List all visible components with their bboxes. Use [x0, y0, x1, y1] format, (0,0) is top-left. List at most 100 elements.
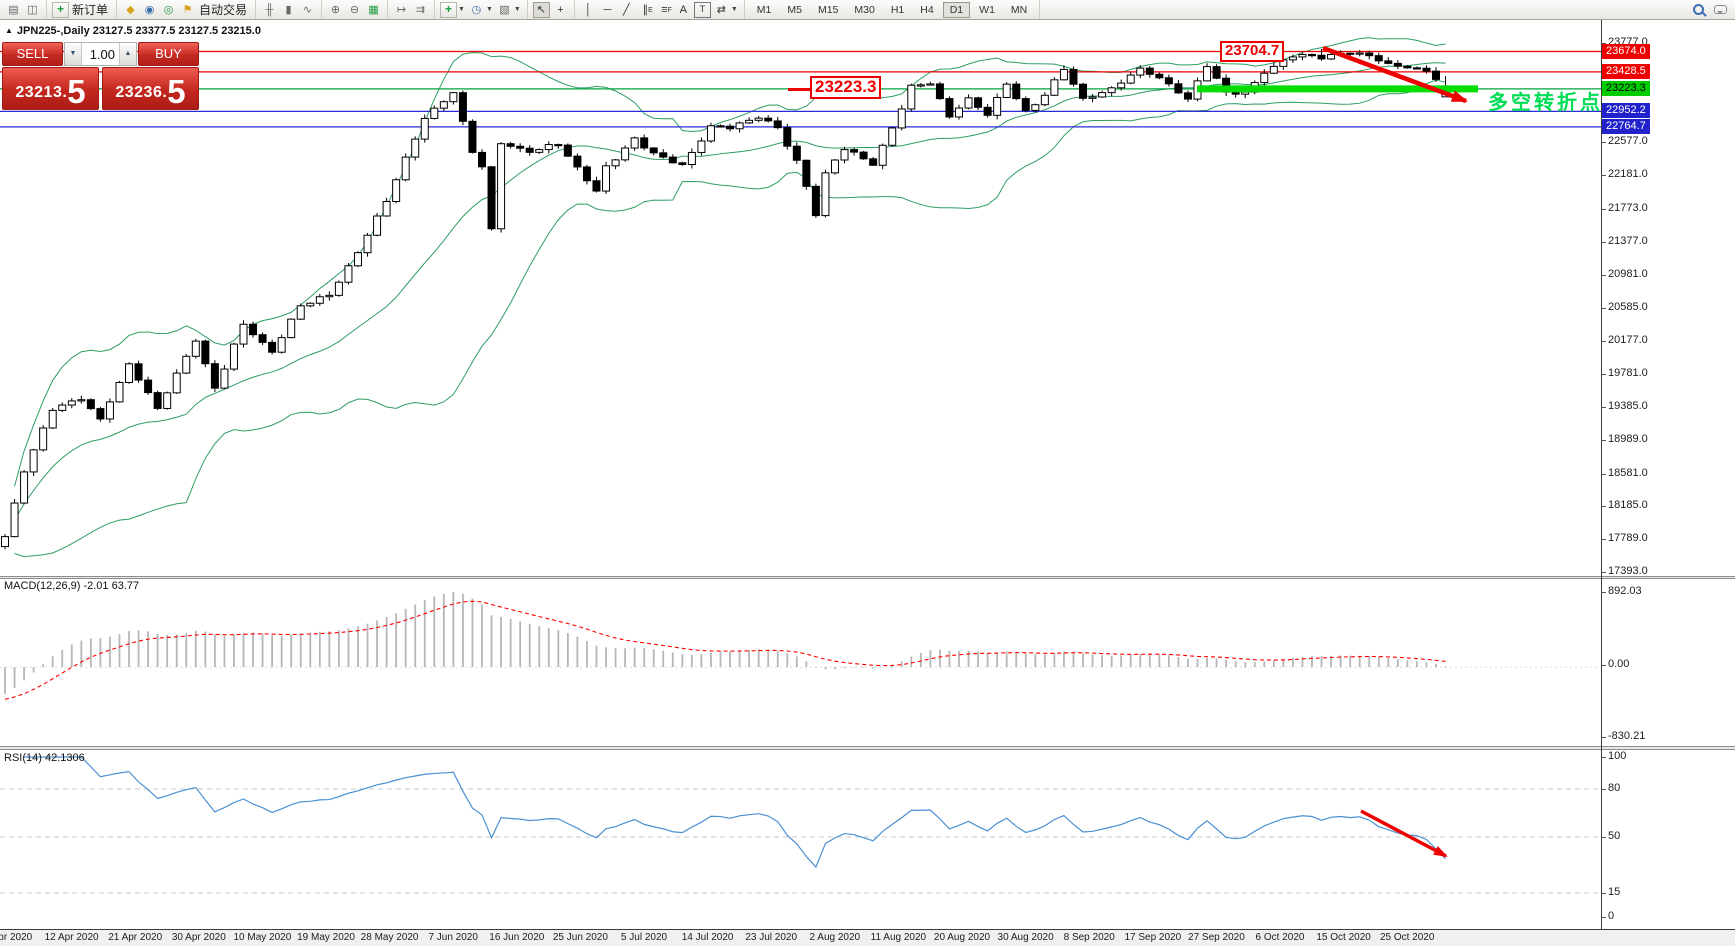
- date-label[interactable]: 19 May 2020: [297, 932, 355, 943]
- toolbar-group: ↦ ⇉: [388, 0, 436, 19]
- candlestick-chart-icon[interactable]: ▮: [285, 3, 292, 16]
- window-list-icon[interactable]: ▤: [8, 3, 19, 16]
- price-tick: 18185.0: [1602, 499, 1648, 512]
- rsi-axis-tick: 100: [1601, 750, 1627, 762]
- date-label[interactable]: 25 Jun 2020: [552, 932, 608, 943]
- timeframe-m5[interactable]: M5: [787, 3, 802, 16]
- market-watch-icon[interactable]: ◆: [126, 3, 135, 16]
- bar-chart-icon[interactable]: ╫: [265, 3, 274, 16]
- rsi-panel[interactable]: [0, 750, 1601, 929]
- panel-separator[interactable]: [0, 746, 1735, 750]
- level-price-annotation: 23223.3: [810, 76, 882, 99]
- volume-input[interactable]: ▼ 1.00 ▲: [64, 42, 137, 66]
- volume-increase-button[interactable]: ▲: [119, 43, 136, 65]
- date-label[interactable]: 30 Apr 2020: [171, 932, 226, 943]
- macd-panel[interactable]: [0, 579, 1601, 746]
- date-label[interactable]: 10 May 2020: [233, 932, 292, 943]
- new-order-icon[interactable]: +: [52, 1, 69, 18]
- main-chart-panel[interactable]: [0, 20, 1601, 576]
- cursor-icon[interactable]: ↖: [532, 1, 550, 18]
- date-label[interactable]: 15 Oct 2020: [1316, 932, 1371, 943]
- date-label[interactable]: 28 May 2020: [360, 932, 419, 943]
- horizontal-line-icon[interactable]: ─: [603, 3, 612, 16]
- toolbar-group: ↖ +: [528, 0, 575, 19]
- date-label[interactable]: 30 Aug 2020: [997, 932, 1054, 943]
- sell-price-tile[interactable]: 23213. 5: [2, 67, 99, 110]
- periods-icon[interactable]: ◷: [471, 3, 482, 16]
- timeframe-w1[interactable]: W1: [979, 3, 995, 16]
- timeframe-h1[interactable]: H1: [890, 3, 905, 16]
- toolbar-group: ╫ ▮ ∿: [256, 0, 323, 19]
- date-label[interactable]: 11 Aug 2020: [870, 932, 927, 943]
- date-label[interactable]: 25 Oct 2020: [1379, 932, 1435, 943]
- toolbar-group: ⊕ ⊖ ▦: [322, 0, 389, 19]
- fibonacci-icon[interactable]: ≡ F: [661, 3, 672, 16]
- chart-shift-icon[interactable]: ⇉: [415, 3, 426, 16]
- tile-windows-icon[interactable]: ▦: [368, 3, 379, 16]
- date-label[interactable]: 5 Jul 2020: [620, 932, 668, 943]
- timeframe-d1[interactable]: D1: [942, 1, 971, 18]
- auto-scroll-icon[interactable]: ↦: [396, 3, 407, 16]
- date-label[interactable]: 2 Apr 2020: [0, 932, 33, 943]
- timeframe-h4[interactable]: H4: [920, 3, 934, 16]
- new-order-icon-label: 新订单: [72, 3, 109, 17]
- date-label[interactable]: 2 Aug 2020: [809, 932, 861, 943]
- date-label[interactable]: 23 Jul 2020: [745, 932, 798, 943]
- text-icon[interactable]: A: [679, 3, 688, 16]
- buy-price-tile[interactable]: 23236. 5: [102, 67, 199, 110]
- rsi-chart-canvas[interactable]: [0, 750, 1601, 929]
- text-label-icon[interactable]: T: [693, 1, 711, 18]
- panel-separator[interactable]: [0, 576, 1735, 579]
- timeframe-m1[interactable]: M1: [756, 3, 772, 16]
- rsi-label: RSI(14) 42.1306: [4, 752, 85, 764]
- zoom-out-icon[interactable]: ⊖: [349, 3, 360, 16]
- date-label[interactable]: 12 Apr 2020: [44, 932, 99, 943]
- date-label[interactable]: 21 Apr 2020: [108, 932, 163, 943]
- date-label[interactable]: 27 Sep 2020: [1188, 932, 1245, 943]
- date-label[interactable]: 14 Jul 2020: [681, 932, 734, 943]
- crosshair-icon[interactable]: +: [557, 3, 564, 16]
- date-label[interactable]: 17 Sep 2020: [1124, 932, 1182, 943]
- price-axis-line: [1601, 20, 1602, 929]
- templates-icon-dropdown[interactable]: ▼: [513, 6, 521, 13]
- signals-icon[interactable]: ◎: [163, 3, 174, 16]
- arrows-icon-dropdown[interactable]: ▼: [730, 6, 738, 13]
- price-tag-22952.2: 22952.2: [1602, 103, 1650, 119]
- timeframe-m30[interactable]: M30: [854, 3, 875, 16]
- toolbar-right: [1687, 0, 1735, 19]
- indicators-icon[interactable]: +: [440, 1, 458, 18]
- sell-button[interactable]: SELL: [2, 42, 63, 66]
- volume-decrease-button[interactable]: ▼: [65, 43, 82, 65]
- rsi-downtrend-arrow: [1360, 809, 1448, 858]
- bollinger-band: [14, 37, 1446, 487]
- bollinger-band: [14, 79, 1446, 558]
- periods-icon-dropdown[interactable]: ▼: [485, 6, 493, 13]
- trendline-icon[interactable]: ╱: [623, 3, 630, 16]
- date-label[interactable]: 6 Oct 2020: [1255, 932, 1305, 943]
- date-label[interactable]: 8 Sep 2020: [1063, 932, 1115, 943]
- autotrading-icon[interactable]: ⚑: [182, 3, 193, 16]
- zoom-in-icon[interactable]: ⊕: [330, 3, 341, 16]
- volume-value[interactable]: 1.00: [89, 47, 115, 62]
- equidistant-channel-icon[interactable]: ∥ E: [642, 3, 653, 16]
- collapse-triangle-icon[interactable]: ▲: [5, 26, 13, 35]
- sell-price-big: 5: [67, 72, 86, 110]
- templates-icon[interactable]: ▧: [499, 3, 510, 16]
- date-label[interactable]: 7 Jun 2020: [428, 932, 478, 943]
- vertical-line-icon[interactable]: │: [584, 3, 592, 16]
- virtual-hosting-icon[interactable]: ◉: [144, 3, 155, 16]
- arrows-icon[interactable]: ⇄: [716, 3, 726, 16]
- line-chart-icon[interactable]: ∿: [302, 3, 313, 16]
- candlestick-chart-canvas[interactable]: [0, 21, 1601, 576]
- search-icon[interactable]: [1693, 4, 1704, 15]
- timeframe-mn[interactable]: MN: [1010, 3, 1028, 16]
- macd-chart-canvas[interactable]: [0, 579, 1601, 746]
- date-label[interactable]: 16 Jun 2020: [489, 932, 545, 943]
- chat-icon[interactable]: [1714, 5, 1727, 14]
- chart-preview-icon[interactable]: ◫: [27, 3, 38, 16]
- timeframe-m15[interactable]: M15: [817, 3, 839, 16]
- buy-button[interactable]: BUY: [138, 42, 199, 66]
- price-tick: 22181.0: [1602, 168, 1648, 181]
- indicators-icon-dropdown[interactable]: ▼: [458, 6, 465, 13]
- date-label[interactable]: 20 Aug 2020: [933, 932, 991, 943]
